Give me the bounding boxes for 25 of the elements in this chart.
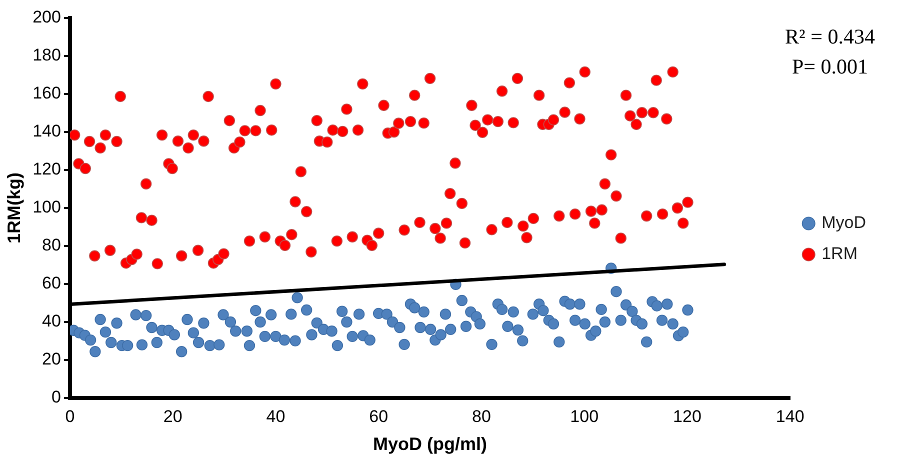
x-tick-label: 140 <box>776 406 804 426</box>
x-tick-label: 20 <box>163 406 182 426</box>
y-tick-label: 40 <box>42 312 61 331</box>
y-tick-label: 140 <box>32 122 61 141</box>
y-tick-label: 120 <box>32 160 61 179</box>
y-tick-label: 60 <box>42 274 61 293</box>
y-tick-label: 180 <box>32 46 61 65</box>
text: P= 0.001 <box>792 54 868 79</box>
y-tick-label: 160 <box>32 84 61 103</box>
x-axis-title: MyoD (pg/ml) <box>373 434 488 454</box>
y-tick-label: 0 <box>51 388 61 407</box>
y-tick-label: 80 <box>42 236 61 255</box>
x-tick-label: 80 <box>472 406 491 426</box>
legend-label: MyoD <box>822 213 866 232</box>
y-tick-label: 100 <box>32 198 61 217</box>
x-tick-label: 100 <box>570 406 599 426</box>
x-tick-label: 60 <box>369 406 388 426</box>
annotation: R² = 0.434 <box>785 24 876 49</box>
legend-label: 1RM <box>822 244 858 264</box>
y-tick-label: 20 <box>42 350 61 369</box>
y-axis-title: 1RM(kg) <box>4 172 24 244</box>
y-tick-label: 200 <box>32 8 61 27</box>
x-tick-label: 0 <box>65 406 75 426</box>
x-tick-label: 40 <box>266 406 286 426</box>
x-tick-label: 120 <box>673 406 702 426</box>
